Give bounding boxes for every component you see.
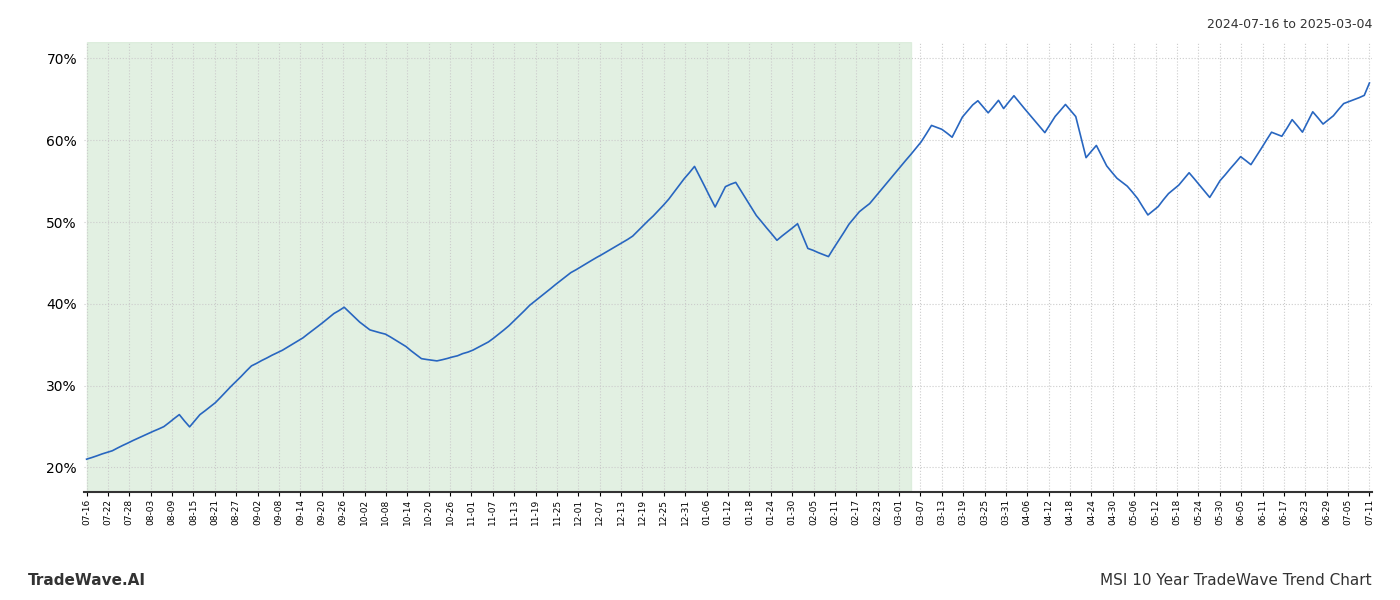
Text: MSI 10 Year TradeWave Trend Chart: MSI 10 Year TradeWave Trend Chart — [1100, 573, 1372, 588]
Text: 2024-07-16 to 2025-03-04: 2024-07-16 to 2025-03-04 — [1207, 18, 1372, 31]
Bar — [87, 42, 911, 492]
Text: TradeWave.AI: TradeWave.AI — [28, 573, 146, 588]
